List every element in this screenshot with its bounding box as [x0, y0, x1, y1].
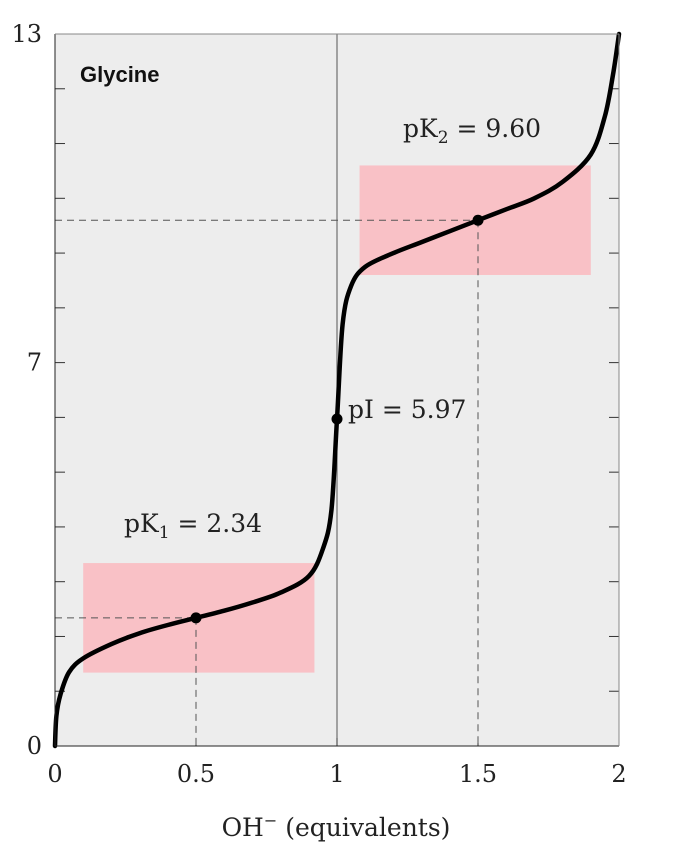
pi-label: pI = 5.97 [348, 395, 466, 424]
chart-title: Glycine [80, 62, 159, 87]
titration-curve [52, 31, 622, 749]
x-axis-label: OH− (equivalents) [222, 811, 451, 842]
y-tick-label: 13 [11, 20, 42, 48]
x-tick-label: 2 [611, 760, 626, 788]
pk2-point [472, 214, 484, 226]
x-tick-label: 1 [329, 760, 344, 788]
pi-point [331, 413, 343, 425]
pk1-point [190, 612, 202, 624]
pk1-label: pK1 = 2.34 [124, 509, 262, 543]
y-tick-label: 7 [27, 349, 42, 377]
y-tick-label: 0 [27, 732, 42, 760]
x-tick-label: 1.5 [459, 760, 497, 788]
x-tick-label: 0 [47, 760, 62, 788]
pk2-label: pK2 = 9.60 [403, 114, 541, 148]
x-tick-label: 0.5 [177, 760, 215, 788]
